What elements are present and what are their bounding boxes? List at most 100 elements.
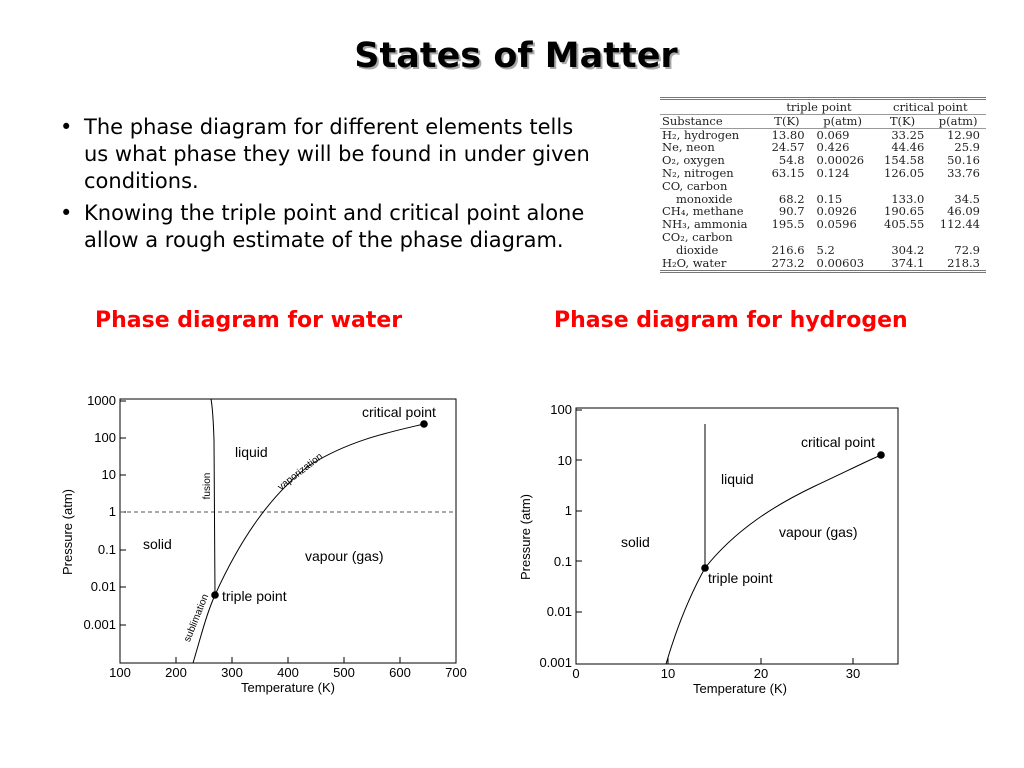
water-xtick: 500 bbox=[333, 665, 355, 680]
value-cell: 72.9 bbox=[954, 242, 980, 257]
fusion-label: fusion bbox=[202, 473, 213, 500]
substance-cell: H₂O, water bbox=[660, 256, 764, 274]
water-liquid-label: liquid bbox=[235, 444, 268, 460]
value-cell: 0.15 bbox=[816, 191, 843, 206]
hydrogen-sublimation-curve bbox=[665, 567, 706, 665]
value-cell: 25.9 bbox=[954, 140, 980, 155]
water-solid-label: solid bbox=[143, 536, 172, 552]
bullet-list: • The phase diagram for different elemen… bbox=[60, 114, 600, 259]
water-diagram-caption: Phase diagram for water bbox=[95, 308, 403, 333]
substance-cell: monoxide bbox=[676, 191, 733, 206]
hydrogen-liquid-label: liquid bbox=[721, 471, 754, 487]
water-plot-frame bbox=[119, 398, 457, 664]
value-cell: 50.16 bbox=[947, 153, 980, 168]
water-ytick: 100 bbox=[94, 430, 116, 445]
water-ytick: 0.1 bbox=[98, 542, 116, 557]
fusion-curve bbox=[210, 398, 216, 596]
table-header-row: Substance T(K) p(atm) T(K) p(atm) bbox=[660, 113, 986, 129]
bullet-item: • The phase diagram for different elemen… bbox=[60, 114, 600, 195]
substance-cell: dioxide bbox=[676, 242, 719, 257]
water-xlabel: Temperature (K) bbox=[241, 680, 335, 695]
table-row: monoxide 68.2 0.15 133.0 34.5 bbox=[660, 191, 986, 206]
vaporization-curve bbox=[214, 423, 425, 596]
substance-cell: O₂, oxygen bbox=[662, 153, 725, 168]
value-cell: 33.25 bbox=[891, 127, 925, 142]
column-header: T(K) bbox=[763, 113, 811, 129]
water-vapour-label: vapour (gas) bbox=[305, 548, 384, 564]
hydrogen-triple-point-label: triple point bbox=[708, 570, 773, 586]
substance-cell: Ne, neon bbox=[662, 140, 715, 155]
table-row: N₂, nitrogen 63.15 0.124 126.05 33.76 bbox=[660, 167, 986, 180]
value-cell: 33.76 bbox=[947, 165, 980, 180]
column-header: p(atm) bbox=[810, 113, 875, 129]
hydrogen-diagram-caption: Phase diagram for hydrogen bbox=[554, 308, 908, 333]
water-ytick: 1 bbox=[109, 504, 116, 519]
hydrogen-xlabel: Temperature (K) bbox=[693, 681, 787, 696]
group-header-triple-point: triple point bbox=[763, 97, 875, 115]
water-phase-diagram: 1000 100 10 1 0.1 0.01 0.001 100 200 300… bbox=[60, 393, 467, 695]
bullet-text: The phase diagram for different elements… bbox=[84, 115, 590, 193]
water-xtick: 700 bbox=[445, 665, 467, 680]
water-xtick: 100 bbox=[109, 665, 131, 680]
bullet-item: • Knowing the triple point and critical … bbox=[60, 200, 600, 254]
sublimation-curve bbox=[192, 594, 216, 664]
value-cell: 190.65 bbox=[884, 204, 925, 219]
substance-cell: CH₄, methane bbox=[662, 204, 744, 219]
hydrogen-xtick: 20 bbox=[754, 666, 768, 681]
value-cell: 44.46 bbox=[891, 140, 925, 155]
water-ytick: 10 bbox=[102, 467, 116, 482]
value-cell: 273.2 bbox=[763, 256, 811, 274]
table-group-header-row: triple point critical point bbox=[660, 97, 986, 115]
bullet-text: Knowing the triple point and critical po… bbox=[84, 201, 585, 252]
triple-critical-table: triple point critical point Substance T(… bbox=[660, 97, 986, 274]
value-cell: 0.0926 bbox=[816, 204, 857, 219]
column-header: Substance bbox=[660, 113, 764, 129]
value-cell: 12.90 bbox=[947, 127, 980, 142]
hydrogen-triple-point-marker bbox=[701, 564, 709, 572]
hydrogen-xtick: 0 bbox=[572, 666, 579, 681]
value-cell: 0.069 bbox=[816, 127, 850, 142]
value-cell: 133.0 bbox=[891, 191, 925, 206]
bullet-icon: • bbox=[60, 201, 73, 225]
hydrogen-ytick: 0.1 bbox=[554, 554, 572, 569]
substance-cell: CO₂, carbon bbox=[662, 229, 733, 244]
value-cell: 68.2 bbox=[778, 191, 805, 206]
value-cell: 24.57 bbox=[771, 140, 805, 155]
value-cell: 126.05 bbox=[884, 165, 925, 180]
water-triple-point-marker bbox=[211, 591, 219, 599]
hydrogen-ytick: 100 bbox=[550, 402, 572, 417]
vaporization-label: vaporization bbox=[276, 451, 325, 493]
column-header: T(K) bbox=[874, 113, 931, 129]
value-cell: 46.09 bbox=[947, 204, 980, 219]
table-row: CO₂, carbon bbox=[660, 231, 986, 244]
substance-cell: N₂, nitrogen bbox=[662, 165, 734, 180]
value-cell: 405.55 bbox=[884, 217, 925, 232]
substance-cell: H₂, hydrogen bbox=[662, 127, 740, 142]
value-cell: 90.7 bbox=[778, 204, 805, 219]
value-cell: 63.15 bbox=[771, 165, 805, 180]
value-cell: 0.0596 bbox=[816, 217, 857, 232]
substance-cell: NH₃, ammonia bbox=[662, 217, 748, 232]
value-cell: 112.44 bbox=[939, 217, 980, 232]
value-cell: 34.5 bbox=[954, 191, 980, 206]
water-xtick: 600 bbox=[389, 665, 411, 680]
value-cell: 216.6 bbox=[771, 242, 805, 257]
hydrogen-plot-frame bbox=[575, 407, 899, 665]
hydrogen-solid-label: solid bbox=[621, 534, 650, 550]
hydrogen-vapour-label: vapour (gas) bbox=[779, 524, 858, 540]
hydrogen-critical-point-label: critical point bbox=[801, 434, 875, 450]
value-cell: 0.124 bbox=[816, 165, 850, 180]
slide-title: States of Matter bbox=[354, 36, 678, 76]
value-cell: 5.2 bbox=[816, 242, 835, 257]
value-cell: 0.426 bbox=[816, 140, 850, 155]
table-row: NH₃, ammonia 195.5 0.0596 405.55 112.44 bbox=[660, 218, 986, 231]
hydrogen-ytick: 10 bbox=[558, 453, 572, 468]
water-ytick: 0.001 bbox=[83, 617, 116, 632]
water-ytick: 1000 bbox=[87, 393, 116, 408]
table-row: CH₄, methane 90.7 0.0926 190.65 46.09 bbox=[660, 205, 986, 218]
table-row: H₂, hydrogen 13.80 0.069 33.25 12.90 bbox=[660, 128, 986, 141]
table-body: H₂, hydrogen 13.80 0.069 33.25 12.90 Ne, neon… bbox=[660, 128, 986, 274]
value-cell: 13.80 bbox=[771, 127, 805, 142]
value-cell: 54.8 bbox=[778, 153, 805, 168]
substance-cell: CO, carbon bbox=[662, 178, 728, 193]
